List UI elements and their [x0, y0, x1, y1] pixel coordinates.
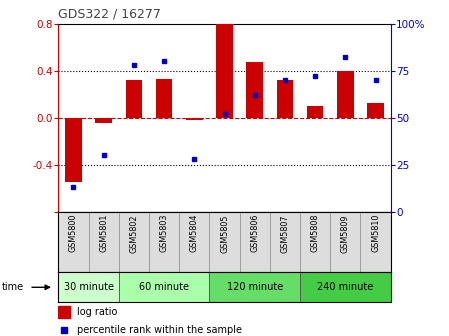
Bar [95, 118, 112, 124]
Bar [65, 118, 82, 182]
Bar [149, 212, 179, 272]
Bar [209, 212, 240, 272]
Bar [58, 272, 119, 302]
Bar [209, 272, 300, 302]
Bar [126, 80, 142, 118]
Text: time: time [2, 282, 24, 292]
Bar [240, 212, 270, 272]
Text: GSM5807: GSM5807 [281, 214, 290, 253]
Bar [300, 272, 391, 302]
Bar [156, 79, 172, 118]
Text: GSM5800: GSM5800 [69, 214, 78, 252]
Bar [330, 212, 361, 272]
Text: GSM5802: GSM5802 [129, 214, 138, 253]
Text: GSM5808: GSM5808 [311, 214, 320, 252]
Text: 30 minute: 30 minute [64, 282, 114, 292]
Bar [58, 306, 70, 318]
Text: GSM5810: GSM5810 [371, 214, 380, 252]
Bar [88, 212, 119, 272]
Text: GSM5804: GSM5804 [190, 214, 199, 252]
Text: percentile rank within the sample: percentile rank within the sample [77, 325, 242, 335]
Text: GSM5805: GSM5805 [220, 214, 229, 253]
Bar [277, 80, 293, 118]
Bar [300, 212, 330, 272]
Text: 240 minute: 240 minute [317, 282, 374, 292]
Text: GSM5806: GSM5806 [250, 214, 259, 252]
Bar [58, 212, 88, 272]
Text: GSM5809: GSM5809 [341, 214, 350, 253]
Text: GSM5801: GSM5801 [99, 214, 108, 252]
Bar [179, 212, 209, 272]
Bar [361, 212, 391, 272]
Text: 60 minute: 60 minute [139, 282, 189, 292]
Text: log ratio: log ratio [77, 307, 117, 317]
Text: 120 minute: 120 minute [227, 282, 283, 292]
Bar [119, 272, 209, 302]
Text: GDS322 / 16277: GDS322 / 16277 [58, 8, 161, 21]
Bar [247, 62, 263, 118]
Bar [270, 212, 300, 272]
Bar [307, 106, 323, 118]
Bar [367, 103, 384, 118]
Bar [337, 71, 354, 118]
Bar [216, 24, 233, 118]
Text: GSM5803: GSM5803 [159, 214, 168, 252]
Bar [119, 212, 149, 272]
Bar [186, 118, 202, 120]
